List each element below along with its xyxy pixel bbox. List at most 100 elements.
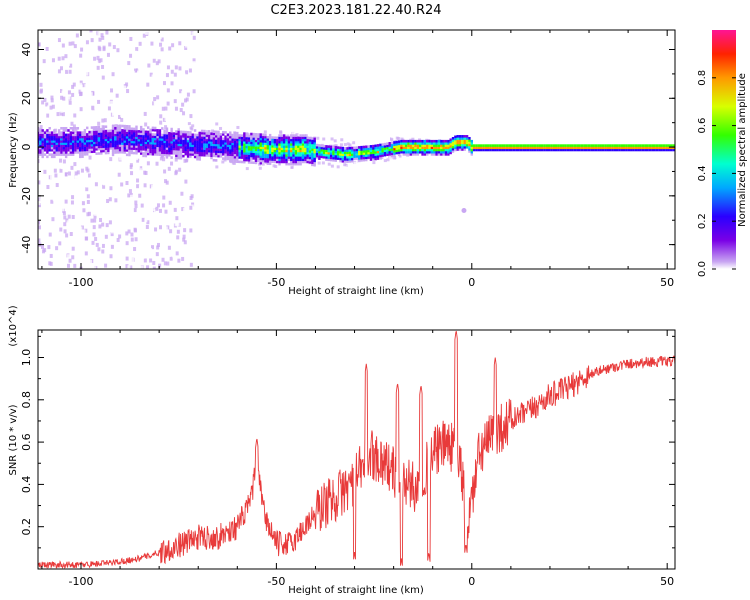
spectrogram-cell <box>423 153 427 156</box>
spectrogram-cell <box>138 244 142 249</box>
spectrogram-cell <box>552 144 556 147</box>
spectrogram-cell <box>336 155 340 158</box>
spectrogram-cell <box>402 139 405 143</box>
spectrogram-cell <box>275 143 279 146</box>
spectrogram-cell <box>41 140 44 143</box>
spectrogram-x-tick-label: 0 <box>468 276 475 289</box>
spectrogram-cell <box>63 215 67 220</box>
spectrogram-cell <box>320 148 323 152</box>
spectrogram-cell <box>247 133 251 137</box>
spectrogram-cell <box>653 148 656 152</box>
spectrogram-cell <box>440 148 443 152</box>
spectrogram-cell <box>286 134 290 138</box>
spectrogram-cell <box>186 77 190 82</box>
spectrogram-cell <box>222 152 225 156</box>
spectrogram-cell <box>81 137 84 141</box>
spectrogram-cell <box>409 146 413 150</box>
spectrogram-cell <box>49 30 53 34</box>
spectrogram-cell <box>38 42 41 47</box>
spectrogram-cell <box>205 134 209 137</box>
spectrogram-cell <box>53 251 57 256</box>
spectrogram-cell <box>404 148 408 152</box>
spectrogram-cell <box>56 112 60 117</box>
spectrogram-cell <box>252 139 255 143</box>
spectrogram-cell <box>463 143 466 147</box>
spectrogram-cell <box>306 149 309 153</box>
spectrogram-cell <box>426 148 429 152</box>
spectrogram-cell <box>73 263 77 268</box>
spectrogram-cell <box>179 150 183 153</box>
spectrogram-cell <box>372 155 375 159</box>
spectrogram-cell <box>74 128 78 133</box>
spectrogram-cell <box>136 204 140 209</box>
spectrogram-cell <box>311 161 314 164</box>
spectrogram-cell <box>132 129 136 133</box>
spectrogram-cell <box>46 91 50 96</box>
spectrogram-cell <box>229 144 232 148</box>
spectrogram-cell <box>102 125 105 129</box>
spectrogram-cell <box>559 148 563 152</box>
spectrogram-cell <box>191 146 194 150</box>
spectrogram-cell <box>252 141 255 145</box>
spectrogram-cell <box>175 150 178 153</box>
spectrogram-cell <box>39 131 42 134</box>
spectrogram-cell <box>41 148 44 152</box>
spectrogram-cell <box>158 153 162 156</box>
spectrogram-cell <box>257 141 260 145</box>
spectrogram-cell <box>74 227 78 232</box>
spectrogram-cell <box>108 220 112 225</box>
spectrogram-cell <box>669 146 673 150</box>
spectrogram-cell <box>174 171 178 176</box>
spectrogram-cell <box>379 143 382 147</box>
spectrogram-cell <box>168 46 172 51</box>
spectrogram-cell <box>397 153 401 157</box>
spectrogram-cell <box>210 132 213 136</box>
spectrogram-cell <box>292 154 295 157</box>
spectrogram-cell <box>184 45 188 50</box>
spectrogram-cell <box>322 137 326 141</box>
spectrogram-cell <box>254 135 258 138</box>
spectrogram-cell <box>468 145 471 149</box>
spectrogram-cell <box>292 145 295 148</box>
spectrogram-cell <box>129 265 133 269</box>
spectrogram-cell <box>71 135 75 139</box>
spectrogram-cell <box>158 148 162 152</box>
spectrogram-cell <box>240 154 244 157</box>
spectrogram-cell <box>515 148 518 152</box>
spectrogram-cell <box>191 124 195 128</box>
spectrogram-cell <box>175 134 178 138</box>
spectrogram-cell <box>348 146 352 150</box>
spectrogram-cell <box>285 138 288 142</box>
spectrogram-cell <box>355 143 359 147</box>
spectrogram-cell <box>317 161 321 165</box>
spectrogram-cell <box>93 139 96 142</box>
spectrogram-cell <box>243 147 246 151</box>
spectrogram-cell <box>97 147 101 151</box>
spectrogram-cell <box>164 218 168 223</box>
spectrogram-cell <box>505 144 509 147</box>
spectrogram-cell <box>285 154 288 157</box>
spectrogram-cell <box>196 138 199 141</box>
spectrogram-cell <box>187 122 191 126</box>
spectrogram-cell <box>193 155 197 159</box>
spectrogram-cell <box>163 136 166 139</box>
spectrogram-cell <box>74 151 77 154</box>
spectrogram-cell <box>128 144 131 148</box>
spectrogram-cell <box>238 153 241 157</box>
spectrogram-cell <box>217 141 220 145</box>
spectrogram-cell <box>143 251 147 256</box>
spectrogram-cell <box>58 84 62 89</box>
spectrogram-cell <box>142 152 145 155</box>
spectrogram-cell <box>383 142 387 146</box>
spectrogram-cell <box>118 210 122 215</box>
spectrogram-cell <box>76 151 80 154</box>
spectrogram-cell <box>123 124 126 128</box>
spectrogram-cell <box>63 222 67 227</box>
spectrogram-cell <box>43 169 47 174</box>
spectrogram-cell <box>88 139 91 143</box>
spectrogram-cell <box>141 217 145 222</box>
spectrogram-cell <box>126 117 130 122</box>
spectrogram-cell <box>250 148 253 151</box>
spectrogram-cell <box>143 111 147 116</box>
spectrogram-cell <box>313 159 316 163</box>
